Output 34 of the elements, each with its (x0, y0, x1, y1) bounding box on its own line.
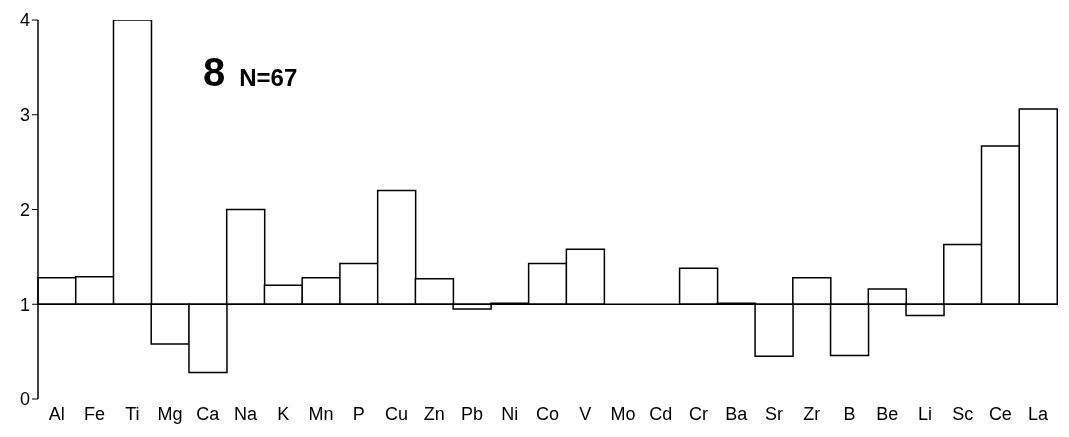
x-tick-label: Sr (764, 403, 783, 424)
x-tick-label: V (579, 403, 592, 424)
x-tick-label: Al (48, 403, 65, 424)
text: N=67 (239, 64, 298, 92)
x-tick-label: Co (535, 403, 560, 424)
y-tick-label: 2 (19, 199, 30, 220)
x-tick-label: Mg (157, 403, 183, 424)
x-tick-label: Li (917, 403, 932, 424)
x-tick-label: La (1028, 403, 1050, 424)
x-tick-label: Pb (461, 403, 484, 424)
y-tick-label: 1 (19, 294, 30, 315)
x-tick-label: Ti (125, 403, 140, 424)
x-tick-label: Zr (803, 403, 821, 424)
x-tick-label: Ni (501, 403, 519, 424)
x-tick-label: Mn (308, 403, 334, 424)
x-tick-label: Cu (385, 403, 409, 424)
x-tick-label: Be (876, 403, 899, 424)
x-tick-label: B (843, 403, 856, 424)
text: 8 (203, 50, 226, 95)
x-tick-label: Sc (952, 403, 974, 424)
x-tick-label: Na (234, 403, 259, 424)
x-tick-label: Ce (988, 403, 1012, 424)
y-tick-label: 4 (19, 10, 30, 31)
x-tick-label: P (352, 403, 365, 424)
y-tick-label: 3 (19, 105, 30, 126)
x-tick-label: Fe (84, 403, 106, 424)
x-tick-label: K (277, 403, 290, 424)
x-tick-label: Mo (610, 403, 636, 424)
x-tick-label: Cr (688, 403, 708, 424)
x-tick-label: Ca (196, 403, 221, 424)
y-tick-label: 0 (19, 389, 30, 410)
x-tick-label: Cd (649, 403, 673, 424)
x-tick-label: Zn (423, 403, 445, 424)
x-tick-label: Ba (725, 403, 749, 424)
